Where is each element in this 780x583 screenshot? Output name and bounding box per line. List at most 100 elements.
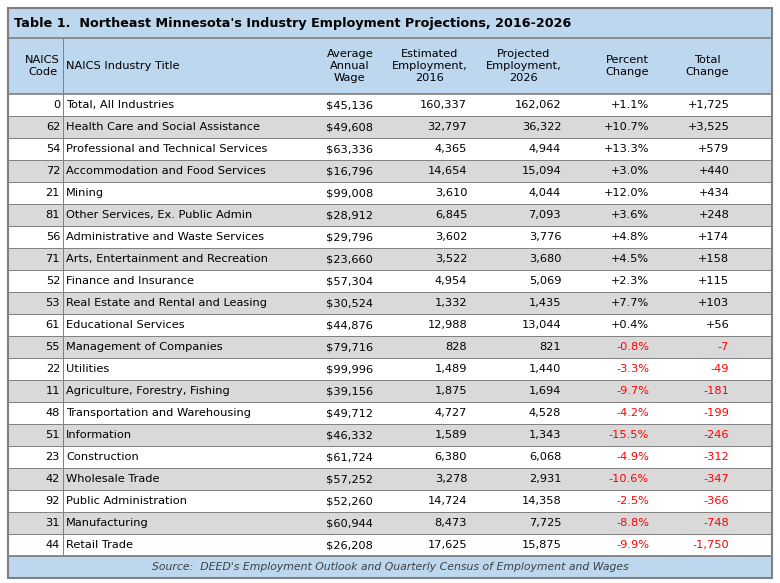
- Text: Management of Companies: Management of Companies: [66, 342, 222, 352]
- Text: 23: 23: [46, 452, 60, 462]
- Text: Table 1.  Northeast Minnesota's Industry Employment Projections, 2016-2026: Table 1. Northeast Minnesota's Industry …: [14, 16, 571, 30]
- Text: Accommodation and Food Services: Accommodation and Food Services: [66, 166, 266, 176]
- Text: Total
Change: Total Change: [686, 55, 729, 77]
- Text: -4.2%: -4.2%: [616, 408, 649, 418]
- Text: +4.8%: +4.8%: [611, 232, 649, 242]
- Bar: [8, 336, 772, 358]
- Text: 55: 55: [45, 342, 60, 352]
- Bar: [8, 424, 772, 446]
- Text: 821: 821: [540, 342, 561, 352]
- Bar: [8, 270, 772, 292]
- Text: 7,093: 7,093: [529, 210, 561, 220]
- Text: +3,525: +3,525: [687, 122, 729, 132]
- Text: 17,625: 17,625: [427, 540, 467, 550]
- Text: 2,931: 2,931: [529, 474, 561, 484]
- Bar: [8, 248, 772, 270]
- Text: Agriculture, Forestry, Fishing: Agriculture, Forestry, Fishing: [66, 386, 230, 396]
- Text: +0.4%: +0.4%: [611, 320, 649, 330]
- Text: -0.8%: -0.8%: [616, 342, 649, 352]
- Bar: [8, 226, 772, 248]
- Text: Source:  DEED's Employment Outlook and Quarterly Census of Employment and Wages: Source: DEED's Employment Outlook and Qu…: [151, 562, 629, 572]
- Text: $57,304: $57,304: [326, 276, 374, 286]
- Bar: [8, 534, 772, 556]
- Text: +7.7%: +7.7%: [611, 298, 649, 308]
- Text: Transportation and Warehousing: Transportation and Warehousing: [66, 408, 251, 418]
- Text: Total, All Industries: Total, All Industries: [66, 100, 174, 110]
- Text: -347: -347: [704, 474, 729, 484]
- Bar: [8, 446, 772, 468]
- Text: 3,278: 3,278: [434, 474, 467, 484]
- Text: $99,996: $99,996: [326, 364, 374, 374]
- Text: Real Estate and Rental and Leasing: Real Estate and Rental and Leasing: [66, 298, 267, 308]
- Text: 6,380: 6,380: [434, 452, 467, 462]
- Text: 828: 828: [445, 342, 467, 352]
- Text: Projected
Employment,
2026: Projected Employment, 2026: [485, 50, 561, 83]
- Text: $49,712: $49,712: [326, 408, 374, 418]
- Text: 6,845: 6,845: [434, 210, 467, 220]
- Text: NAICS
Code: NAICS Code: [25, 55, 60, 77]
- Text: +3.0%: +3.0%: [611, 166, 649, 176]
- Text: $39,156: $39,156: [326, 386, 374, 396]
- Text: 1,489: 1,489: [434, 364, 467, 374]
- Text: 81: 81: [45, 210, 60, 220]
- Text: 6,068: 6,068: [529, 452, 561, 462]
- Text: -748: -748: [704, 518, 729, 528]
- Text: Percent
Change: Percent Change: [605, 55, 649, 77]
- Text: Health Care and Social Assistance: Health Care and Social Assistance: [66, 122, 260, 132]
- Text: +13.3%: +13.3%: [604, 144, 649, 154]
- Text: 42: 42: [46, 474, 60, 484]
- Bar: [8, 116, 772, 138]
- Text: -181: -181: [704, 386, 729, 396]
- Text: -10.6%: -10.6%: [609, 474, 649, 484]
- Text: 15,094: 15,094: [522, 166, 561, 176]
- Text: -49: -49: [711, 364, 729, 374]
- Text: 1,589: 1,589: [434, 430, 467, 440]
- Text: Utilities: Utilities: [66, 364, 109, 374]
- Text: $26,208: $26,208: [326, 540, 374, 550]
- Text: Finance and Insurance: Finance and Insurance: [66, 276, 194, 286]
- Text: 62: 62: [46, 122, 60, 132]
- Text: 4,528: 4,528: [529, 408, 561, 418]
- Text: $45,136: $45,136: [326, 100, 374, 110]
- Text: -1,750: -1,750: [693, 540, 729, 550]
- Text: $49,608: $49,608: [326, 122, 374, 132]
- Bar: [8, 292, 772, 314]
- Text: Retail Trade: Retail Trade: [66, 540, 133, 550]
- Bar: [8, 160, 772, 182]
- Text: 7,725: 7,725: [529, 518, 561, 528]
- Text: Public Administration: Public Administration: [66, 496, 187, 506]
- Text: Administrative and Waste Services: Administrative and Waste Services: [66, 232, 264, 242]
- Text: Manufacturing: Manufacturing: [66, 518, 149, 528]
- Text: Construction: Construction: [66, 452, 139, 462]
- Text: Average
Annual
Wage: Average Annual Wage: [327, 50, 374, 83]
- Text: -15.5%: -15.5%: [609, 430, 649, 440]
- Text: 11: 11: [45, 386, 60, 396]
- Bar: [8, 314, 772, 336]
- Text: -199: -199: [704, 408, 729, 418]
- Bar: [8, 358, 772, 380]
- Text: 36,322: 36,322: [522, 122, 561, 132]
- Text: -7: -7: [718, 342, 729, 352]
- Text: -2.5%: -2.5%: [616, 496, 649, 506]
- Text: 1,332: 1,332: [434, 298, 467, 308]
- Bar: [8, 512, 772, 534]
- Text: $79,716: $79,716: [326, 342, 374, 352]
- Text: -246: -246: [704, 430, 729, 440]
- Text: -9.7%: -9.7%: [616, 386, 649, 396]
- Text: Wholesale Trade: Wholesale Trade: [66, 474, 159, 484]
- Text: 4,044: 4,044: [529, 188, 561, 198]
- Bar: [8, 8, 772, 38]
- Text: 72: 72: [46, 166, 60, 176]
- Text: $60,944: $60,944: [326, 518, 374, 528]
- Text: +248: +248: [698, 210, 729, 220]
- Text: Arts, Entertainment and Recreation: Arts, Entertainment and Recreation: [66, 254, 268, 264]
- Text: -366: -366: [704, 496, 729, 506]
- Text: 14,358: 14,358: [522, 496, 561, 506]
- Text: $23,660: $23,660: [326, 254, 374, 264]
- Bar: [8, 402, 772, 424]
- Text: 5,069: 5,069: [529, 276, 561, 286]
- Text: +1,725: +1,725: [687, 100, 729, 110]
- Text: NAICS Industry Title: NAICS Industry Title: [66, 61, 179, 71]
- Text: 13,044: 13,044: [522, 320, 561, 330]
- Bar: [8, 380, 772, 402]
